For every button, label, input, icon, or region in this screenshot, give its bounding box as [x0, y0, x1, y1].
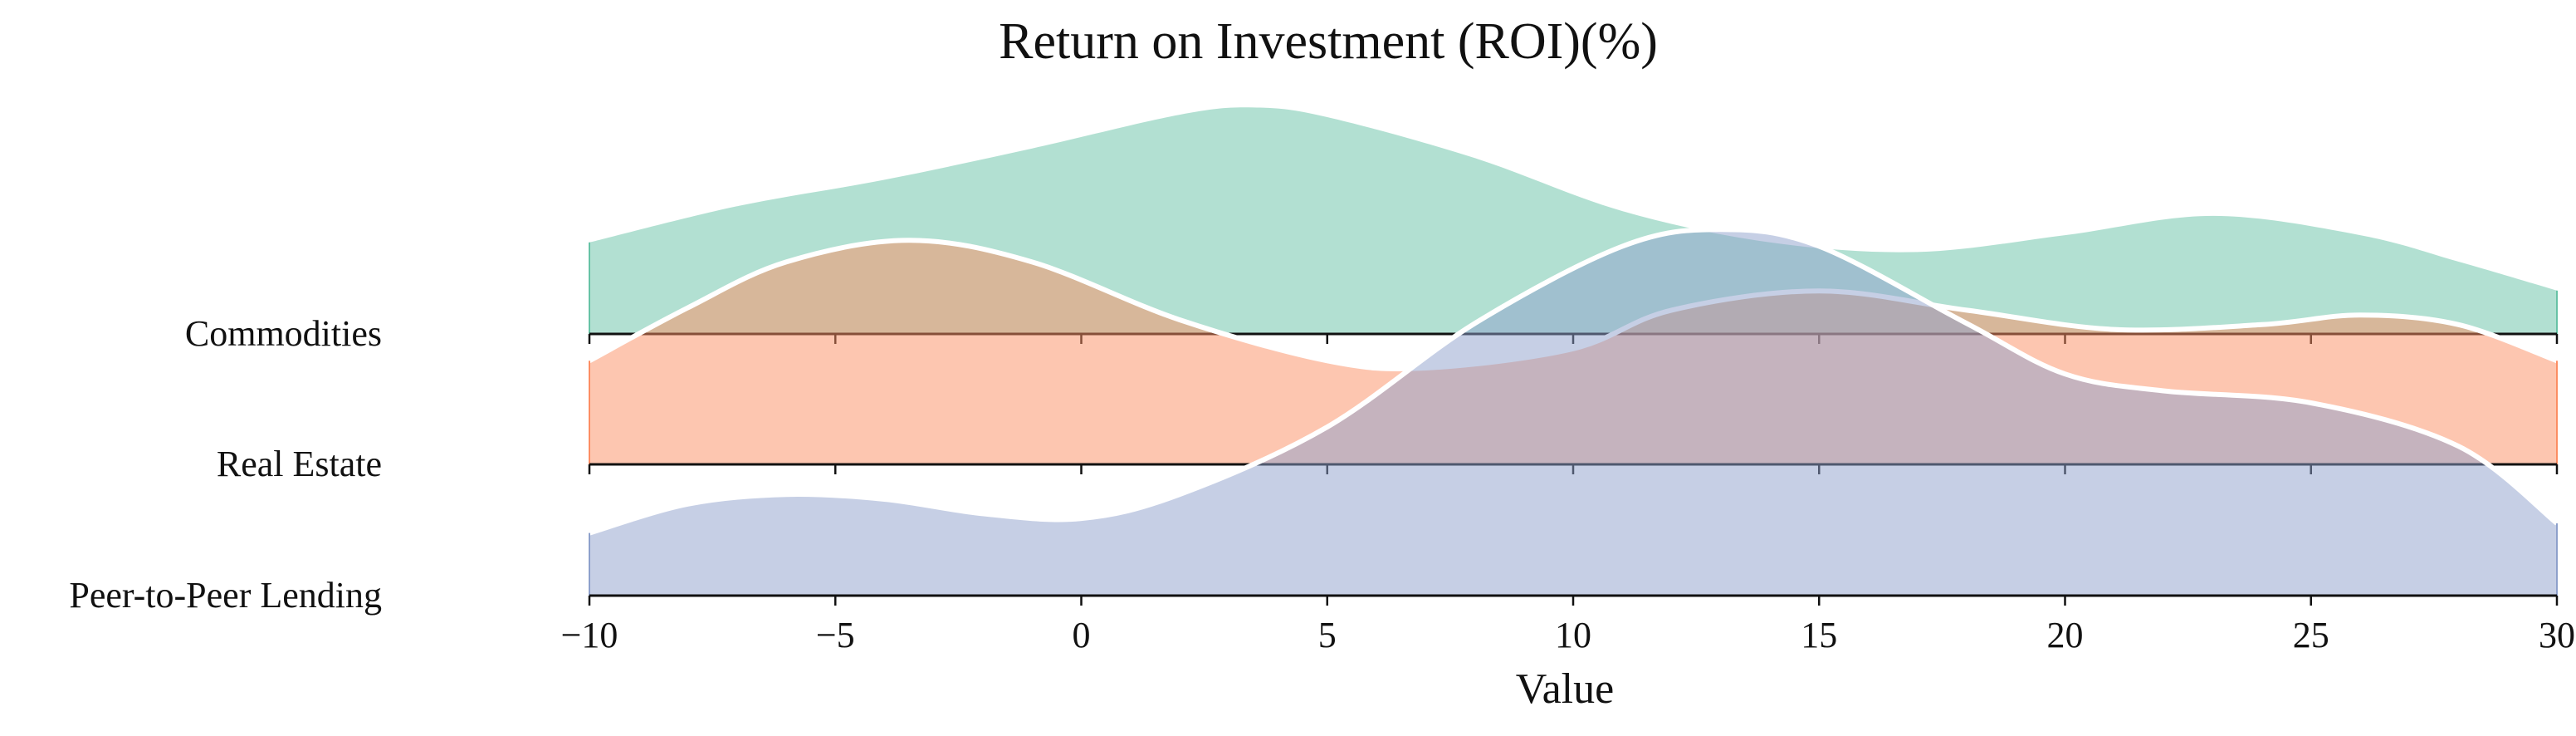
x-tick-label: 0 [1073, 615, 1091, 655]
series-label: Peer-to-Peer Lending [69, 575, 382, 616]
x-tick-label: −5 [816, 615, 855, 655]
x-tick-label: 30 [2539, 615, 2575, 655]
ridge-peer-to-peer-lending [589, 227, 2559, 596]
ridge-area [589, 107, 2557, 334]
x-axis: Commodities Real Estate Peer-to-Peer Lendi… [69, 313, 2575, 655]
chart-title: Return on Investment (ROI)(%) [999, 13, 1658, 70]
x-tick-label: 25 [2293, 615, 2329, 655]
x-axis-label: Value [1516, 665, 1614, 713]
x-tick-label: 15 [1801, 615, 1837, 655]
x-tick-label: 10 [1555, 615, 1591, 655]
ridge-commodities [589, 107, 2558, 334]
ridges-layer [588, 107, 2559, 606]
series-label: Commodities [185, 313, 382, 354]
x-tick-label: 20 [2047, 615, 2084, 655]
ridge-axis-2 [588, 594, 2559, 606]
ridge-area [589, 229, 2557, 596]
series-label: Real Estate [217, 444, 382, 484]
x-tick-label: −10 [561, 615, 618, 655]
ridge-outline [589, 227, 2559, 536]
x-tick-label: 5 [1318, 615, 1337, 655]
